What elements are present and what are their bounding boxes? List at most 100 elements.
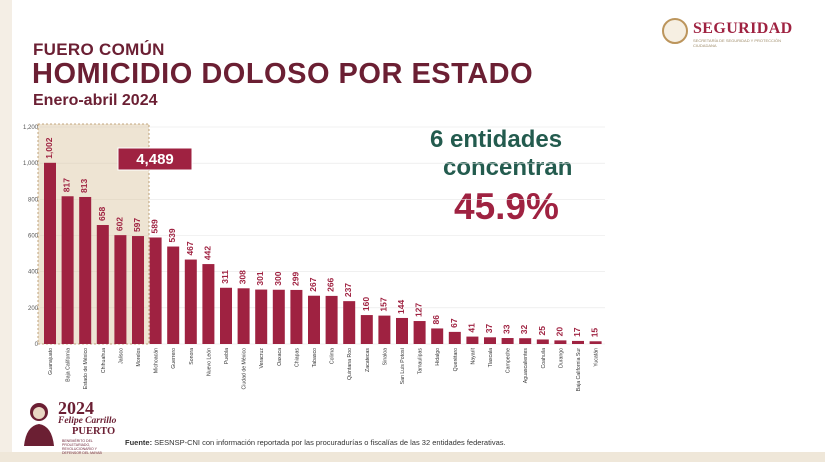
left-frame-strip	[0, 0, 12, 462]
y-tick-label: 400	[28, 270, 39, 276]
value-label: 157	[378, 297, 388, 311]
category-label: Colima	[330, 348, 336, 364]
category-labels: Guanajuato Baja California Estado de Méxic…	[48, 347, 600, 391]
category-label: Nayarit	[470, 347, 476, 364]
category-label: Oaxaca	[277, 348, 283, 366]
bar	[378, 315, 391, 344]
category-label: Tlaxcala	[488, 348, 494, 367]
bar	[237, 288, 250, 344]
value-label: 267	[308, 277, 318, 291]
category-label: Tamaulipas	[418, 348, 424, 375]
bar	[431, 328, 444, 344]
y-axis: 0 200 400 600 800 1,000 1,200	[23, 125, 39, 348]
category-label: Nuevo León	[206, 348, 212, 376]
bar	[79, 196, 92, 344]
category-label: Sinaloa	[382, 348, 388, 365]
value-label: 86	[431, 315, 441, 325]
footer-year: 2024	[58, 398, 94, 418]
category-label: San Luis Potosí	[400, 347, 406, 384]
value-label: 15	[590, 328, 600, 338]
bar	[167, 246, 180, 344]
category-label: Jalisco	[118, 348, 124, 364]
bar	[554, 340, 567, 344]
total-badge-box	[117, 147, 193, 171]
bar	[220, 287, 232, 344]
value-label: 813	[79, 179, 89, 193]
category-label: Campeche	[506, 348, 512, 373]
value-label: 17	[572, 327, 582, 337]
total-badge-value: 4,489	[136, 151, 174, 168]
highlight-line-1: 6 entidades	[430, 126, 563, 153]
value-label: 237	[343, 283, 353, 297]
category-label: Guanajuato	[48, 348, 54, 375]
value-label: 160	[361, 297, 371, 311]
value-labels: 1,002 817 813 658 602 597 589 539 467 442 311 308 30…	[44, 137, 600, 337]
bar	[413, 321, 426, 344]
category-label: Aguascalientes	[523, 348, 529, 384]
bar	[61, 196, 74, 344]
bar	[202, 264, 215, 344]
category-label: Baja California Sur	[576, 348, 582, 392]
page-title: HOMICIDIO DOLOSO POR ESTADO	[32, 58, 534, 90]
value-label: 300	[273, 271, 283, 285]
source-note: Fuente: SESNSP-CNI con información repor…	[125, 438, 506, 447]
footer-name-2: PUERTO	[72, 426, 116, 437]
category-label: Morelos	[136, 348, 142, 367]
category-label: Hidalgo	[435, 348, 441, 366]
bottom-frame-strip	[0, 452, 825, 462]
value-label: 308	[238, 270, 248, 284]
source-label: Fuente:	[125, 438, 153, 447]
value-label: 589	[150, 219, 160, 233]
bar	[466, 336, 479, 344]
bar	[536, 339, 549, 344]
category-label: Sonora	[189, 348, 195, 365]
bar	[484, 337, 496, 344]
total-badge: 4,489	[117, 147, 193, 171]
value-label: 32	[519, 324, 529, 334]
bar	[448, 331, 461, 344]
bar	[272, 289, 285, 344]
bar	[572, 340, 584, 344]
highlight-line-2: concentran	[443, 154, 573, 181]
bar	[184, 259, 197, 344]
value-label: 67	[449, 318, 459, 328]
category-label: Quintana Roo	[347, 348, 353, 380]
bar	[290, 289, 303, 344]
category-label: Yucatán	[594, 348, 600, 367]
value-label: 144	[396, 300, 406, 314]
felipe-carrillo-logo: 2024 Felipe Carrillo PUERTO BENEMÉRITO D…	[22, 398, 122, 455]
category-label: Ciudad de México	[242, 348, 248, 390]
value-label: 602	[114, 217, 124, 231]
logo-text: SEGURIDAD	[693, 20, 793, 37]
bar	[396, 317, 408, 344]
value-label: 33	[502, 324, 512, 334]
value-label: 311	[220, 270, 230, 284]
value-label: 37	[484, 324, 494, 334]
value-label: 1,002	[44, 137, 54, 159]
category-label: Tabasco	[312, 348, 318, 367]
value-label: 20	[554, 327, 564, 337]
footer-name: Felipe Carrillo	[58, 416, 117, 426]
bar	[149, 237, 162, 344]
category-label: Estado de México	[83, 348, 89, 389]
bar	[132, 236, 144, 344]
portrait-icon	[24, 403, 54, 446]
source-text: SESNSP-CNI con información reportada por…	[152, 438, 506, 447]
bar	[325, 295, 338, 344]
y-tick-label: 200	[28, 306, 39, 312]
bar	[589, 341, 602, 344]
logo-subtext: SECRETARÍA DE SEGURIDAD Y PROTECCIÓN CIU…	[693, 38, 782, 48]
value-label: 467	[185, 241, 195, 255]
bar	[44, 162, 56, 344]
y-tick-label: 0	[35, 342, 39, 348]
y-tick-label: 800	[28, 197, 39, 203]
category-label: Querétaro	[453, 348, 459, 371]
category-label: Coahuila	[541, 348, 547, 369]
value-label: 41	[466, 323, 476, 333]
category-label: Chiapas	[294, 348, 300, 367]
bar	[255, 289, 268, 344]
category-label: Baja California	[66, 348, 72, 382]
kicker: FUERO COMÚN	[33, 40, 165, 59]
